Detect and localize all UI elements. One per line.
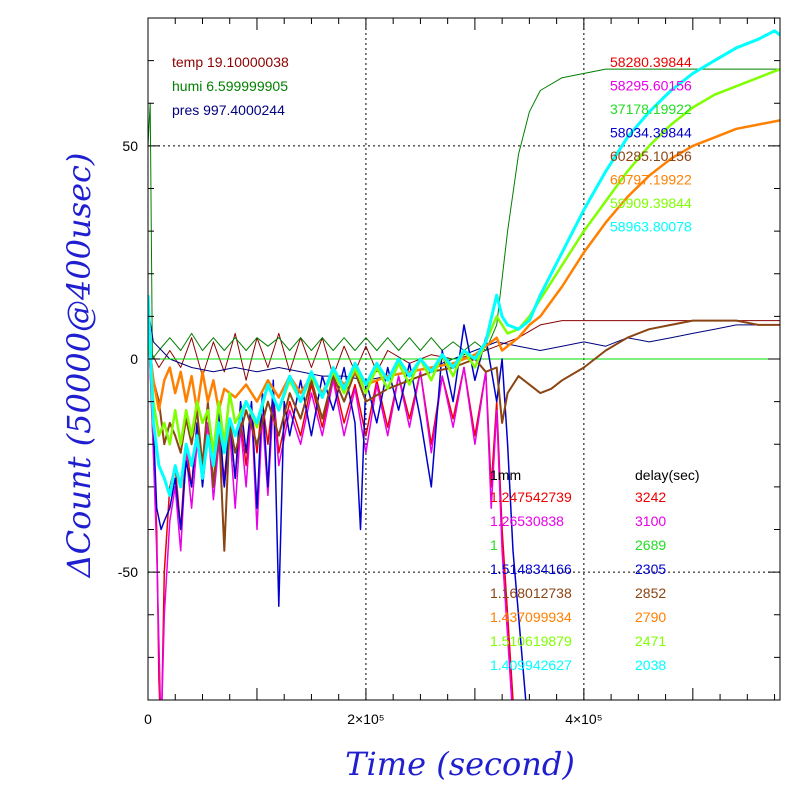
env-legend: temp 19.10000038 humi 6.599999905 pres 997… <box>172 54 289 118</box>
series-line-10 <box>148 29 780 497</box>
table-cell-mm-0: 1.247542739 <box>490 489 572 505</box>
table-cell-delay-1: 3100 <box>635 513 666 529</box>
table-cell-mm-1: 1.26530838 <box>490 513 564 529</box>
y-tick-label-2: 50 <box>122 138 138 154</box>
baseline-legend-item-6: 59909.39844 <box>610 195 692 211</box>
table-header-mm: 1mm <box>490 467 521 483</box>
series-line-1 <box>148 68 780 360</box>
baseline-legend-item-5: 60797.19922 <box>610 172 692 188</box>
ticks <box>147 17 780 701</box>
table-cell-delay-3: 2305 <box>635 561 666 577</box>
table-cell-delay-0: 3242 <box>635 489 666 505</box>
table-cell-mm-6: 1.510619879 <box>490 633 572 649</box>
table-cell-delay-5: 2790 <box>635 609 666 625</box>
baseline-legend-item-3: 58034.39844 <box>610 125 692 141</box>
table-cell-delay-7: 2038 <box>635 657 666 673</box>
x-tick-label-2: 4×10⁵ <box>565 711 602 727</box>
series-line-8 <box>148 119 780 412</box>
table-cell-mm-2: 1 <box>490 537 498 553</box>
baseline-legend-item-7: 58963.80078 <box>610 219 692 235</box>
x-tick-label-0: 0 <box>144 711 152 727</box>
env-legend-item-2: pres 997.4000244 <box>172 102 285 118</box>
table-header-delay: delay(sec) <box>635 467 700 483</box>
env-legend-item-1: humi 6.599999905 <box>172 78 288 94</box>
delay-table: 1mm delay(sec) 1.247542739 3242 1.26530838 31… <box>490 467 700 673</box>
series-layer <box>148 29 780 700</box>
table-cell-mm-5: 1.437099934 <box>490 609 572 625</box>
env-legend-item-0: temp 19.10000038 <box>172 54 289 70</box>
series-line-6 <box>148 316 527 700</box>
tick-labels: 0 2×10⁵ 4×10⁵ -50 0 50 <box>118 138 603 727</box>
table-cell-delay-6: 2471 <box>635 633 666 649</box>
baseline-legend-item-0: 58280.39844 <box>610 54 692 70</box>
baseline-legend-item-2: 37178.19922 <box>610 101 692 117</box>
baseline-legend-item-1: 58295.60156 <box>610 78 692 94</box>
y-tick-label-0: -50 <box>118 564 138 580</box>
y-axis-title: ΔCount (50000@400usec) <box>60 153 98 580</box>
series-line-9 <box>148 67 780 455</box>
series-line-2 <box>148 307 780 381</box>
y-tick-label-1: 0 <box>130 351 138 367</box>
x-axis-title: Time (second) <box>345 745 575 783</box>
baseline-legend-item-4: 60285.10156 <box>610 148 692 164</box>
series-line-7 <box>148 319 780 552</box>
x-tick-label-1: 2×10⁵ <box>347 711 384 727</box>
baseline-legend: 58280.39844 58295.60156 37178.19922 58034.3… <box>610 54 692 235</box>
table-cell-mm-4: 1.168012738 <box>490 585 572 601</box>
table-cell-mm-7: 1.409942627 <box>490 657 572 673</box>
table-cell-mm-3: 1.514834166 <box>490 561 572 577</box>
table-cell-delay-2: 2689 <box>635 537 666 553</box>
table-cell-delay-4: 2852 <box>635 585 666 601</box>
